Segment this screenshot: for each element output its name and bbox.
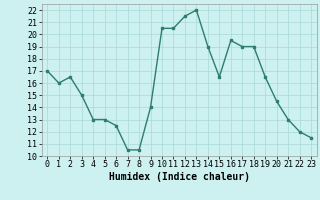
X-axis label: Humidex (Indice chaleur): Humidex (Indice chaleur) bbox=[109, 172, 250, 182]
